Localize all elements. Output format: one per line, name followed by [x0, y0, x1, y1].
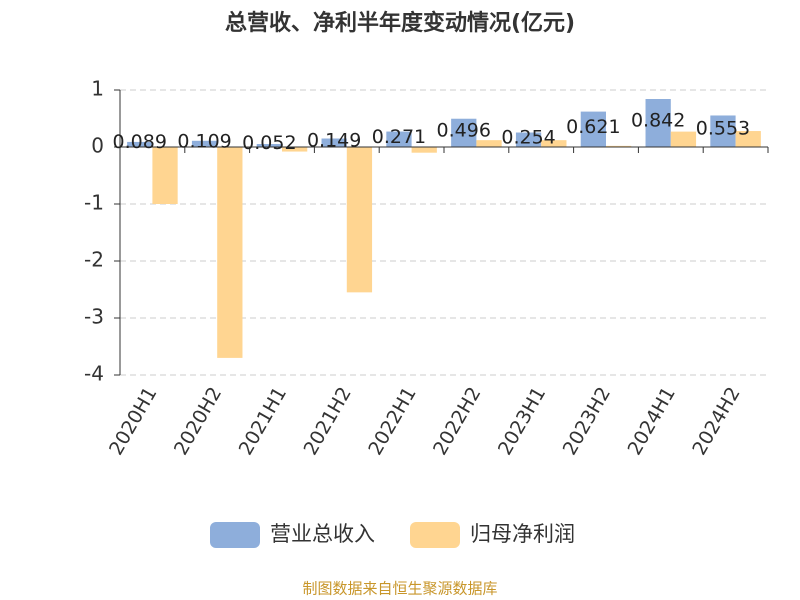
bar — [152, 147, 178, 204]
bar — [217, 147, 243, 358]
bar — [645, 99, 671, 147]
x-tick-label: 2023H2 — [559, 383, 615, 459]
x-tick-label: 2024H2 — [688, 383, 744, 459]
bar — [127, 141, 153, 147]
value-label: 0.842 — [631, 110, 685, 132]
bar — [735, 131, 761, 147]
value-label: 0.621 — [566, 116, 620, 138]
bar — [282, 147, 308, 152]
y-tick-label: -3 — [84, 305, 104, 329]
x-tick-label: 2022H1 — [364, 383, 420, 459]
legend-label: 营业总收入 — [270, 522, 375, 546]
value-label: 0.254 — [501, 126, 555, 148]
x-tick-label: 2024H1 — [623, 383, 679, 459]
y-tick-label: -1 — [84, 191, 104, 215]
x-tick-label: 2021H2 — [299, 383, 355, 459]
y-tick-label: -4 — [84, 362, 104, 386]
bar — [580, 111, 606, 147]
x-tick-label: 2022H2 — [429, 383, 485, 459]
y-tick-label: 0 — [91, 134, 104, 158]
value-label: 0.149 — [307, 129, 361, 151]
bar — [191, 140, 218, 147]
y-tick-label: -2 — [84, 248, 104, 272]
value-label: 0.109 — [177, 130, 231, 152]
legend-swatch — [210, 522, 260, 548]
bar — [606, 145, 632, 147]
bar — [670, 131, 697, 147]
x-tick-label: 2020H1 — [105, 383, 161, 459]
x-tick-label: 2023H1 — [494, 383, 550, 459]
chart-title: 总营收、净利半年度变动情况(亿元) — [225, 10, 575, 36]
value-label: 0.052 — [242, 132, 296, 154]
bar — [386, 131, 412, 147]
value-label: 0.271 — [372, 126, 426, 148]
value-label: 0.089 — [113, 131, 167, 153]
bar — [541, 140, 567, 147]
value-label: 0.553 — [696, 118, 750, 140]
source-note: 制图数据来自恒生聚源数据库 — [302, 580, 497, 598]
bar — [411, 147, 437, 153]
value-label: 0.496 — [437, 119, 491, 141]
legend-label: 归母净利润 — [470, 522, 575, 546]
bar — [321, 138, 347, 147]
bar — [451, 118, 477, 147]
legend-swatch — [410, 522, 460, 548]
bar — [346, 147, 373, 293]
bar — [515, 132, 542, 147]
x-tick-label: 2020H2 — [170, 383, 226, 459]
bar — [476, 140, 502, 147]
bar — [710, 115, 736, 147]
y-tick-label: 1 — [91, 77, 104, 101]
x-tick-label: 2021H1 — [235, 383, 291, 459]
bar — [256, 144, 282, 147]
